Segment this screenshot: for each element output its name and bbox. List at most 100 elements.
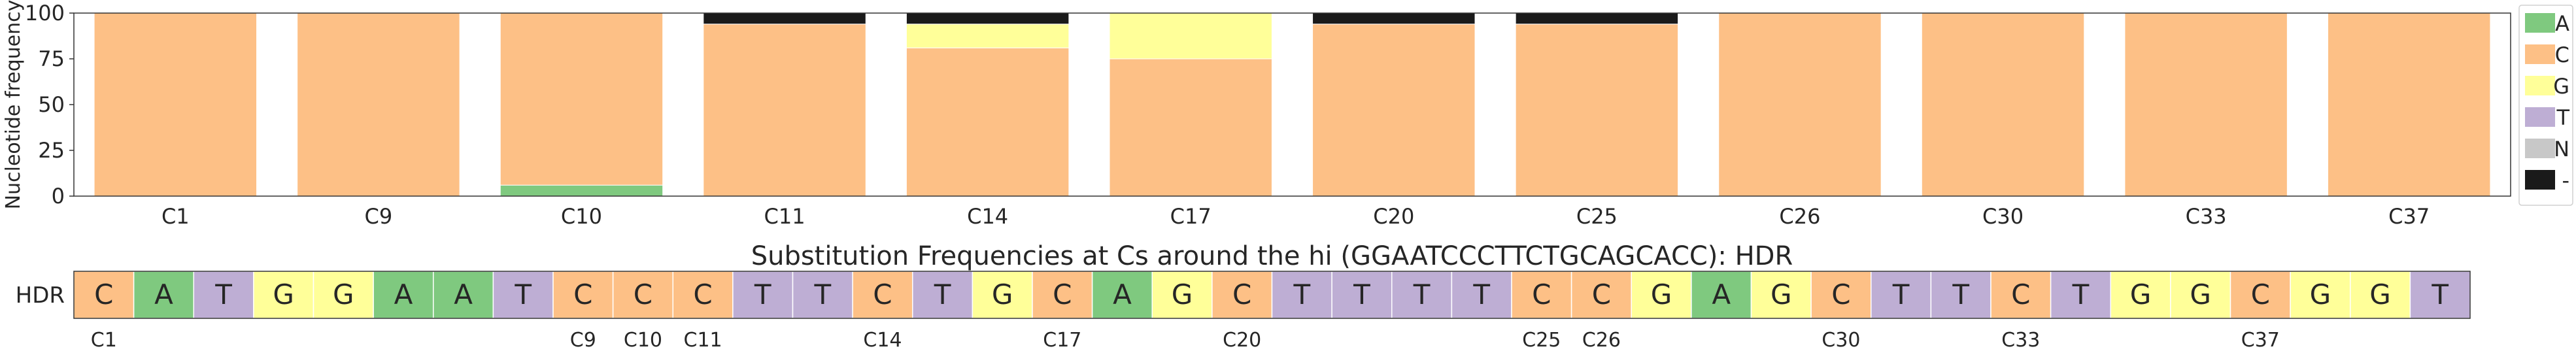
- x-tick-label: C25: [1576, 204, 1618, 229]
- sequence-cell-G: [2170, 271, 2231, 319]
- sequence-base-letter: T: [1472, 278, 1490, 311]
- bar-segment-C14-C: [906, 47, 1070, 197]
- x-tick-label: C33: [2186, 204, 2227, 229]
- sequence-base-letter: T: [1892, 278, 1910, 311]
- legend-label-gap: -: [2562, 168, 2569, 193]
- sequence-base-letter: G: [273, 278, 294, 311]
- sequence-base-letter: T: [214, 278, 232, 311]
- bar-segment-C10-A: [500, 184, 664, 197]
- sequence-cell-C: [672, 271, 734, 319]
- sequence-base-letter: G: [1651, 278, 1672, 311]
- position-label: C14: [863, 329, 902, 352]
- sequence-cell-T: [2050, 271, 2111, 319]
- bar-segment-C20-gap: [1312, 12, 1476, 25]
- sequence-cell-G: [2350, 271, 2411, 319]
- sequence-base-letter: A: [1113, 278, 1132, 311]
- position-label: C17: [1043, 329, 1081, 352]
- sequence-base-letter: T: [754, 278, 771, 311]
- bar-segment-C20-C: [1312, 24, 1476, 197]
- legend-swatch-gap: [2525, 170, 2555, 190]
- sequence-base-letter: G: [2130, 278, 2152, 311]
- sequence-base-letter: T: [813, 278, 831, 311]
- position-label: C20: [1223, 329, 1261, 352]
- sequence-cell-T: [912, 271, 974, 319]
- sequence-row-label: HDR: [16, 282, 65, 309]
- legend-swatch-T: [2525, 107, 2555, 127]
- x-tick-label: C1: [161, 204, 190, 229]
- sequence-base-letter: T: [1353, 278, 1370, 311]
- sequence-title: Substitution Frequencies at Cs around th…: [751, 241, 1793, 271]
- x-tick-label: C20: [1373, 204, 1414, 229]
- x-tick-label: C17: [1170, 204, 1212, 229]
- legend-label-A: A: [2555, 11, 2569, 36]
- x-tick-label: C9: [365, 204, 393, 229]
- sequence-cell-T: [792, 271, 853, 319]
- y-tick-label: 50: [38, 92, 65, 117]
- legend-swatch-G: [2525, 76, 2555, 95]
- sequence-base-letter: C: [693, 278, 712, 311]
- sequence-base-letter: C: [573, 278, 592, 311]
- position-label: C1: [91, 329, 117, 352]
- sequence-base-letter: T: [2072, 278, 2090, 311]
- sequence-cell-C: [852, 271, 913, 319]
- position-label: C37: [2241, 329, 2280, 352]
- sequence-base-letter: C: [2011, 278, 2030, 311]
- sequence-base-letter: T: [514, 278, 532, 311]
- sequence-cell-T: [1331, 271, 1393, 319]
- x-tick-label: C11: [764, 204, 805, 229]
- sequence-base-letter: G: [333, 278, 354, 311]
- y-tick-label: 75: [38, 46, 65, 71]
- sequence-cell-G: [1151, 271, 1213, 319]
- sequence-base-letter: G: [2310, 278, 2331, 311]
- sequence-cell-C: [1810, 271, 1872, 319]
- x-axis: C1 C9 C10 C11 C14 C17 C20 C25 C26 C30 C33 C37: [161, 204, 2430, 229]
- bar-segment-C37-C: [2327, 12, 2491, 197]
- sequence-base-letter: C: [1592, 278, 1611, 311]
- y-axis-label: Nucleotide frequency: [2, 0, 25, 209]
- y-tick-label: 100: [25, 1, 65, 25]
- sequence-base-letter: G: [2190, 278, 2211, 311]
- legend-label-N: N: [2554, 137, 2569, 161]
- legend-label-C: C: [2555, 42, 2569, 67]
- legend-label-G: G: [2553, 74, 2569, 99]
- sequence-base-letter: G: [1771, 278, 1792, 311]
- sequence-base-letter: G: [992, 278, 1013, 311]
- bar-segment-C11-C: [703, 24, 866, 197]
- sequence-base-letter: T: [1952, 278, 1969, 311]
- sequence-base-letter: A: [394, 278, 413, 311]
- stacked-bar-plot: [93, 12, 2491, 197]
- bar-segment-C1-C: [93, 12, 258, 197]
- sequence-base-letter: T: [1293, 278, 1310, 311]
- bar-segment-C14-G: [906, 24, 1070, 48]
- bar-segment-C14-gap: [906, 12, 1070, 25]
- sequence-base-letter: C: [94, 278, 113, 311]
- y-tick-label: 25: [38, 138, 65, 163]
- sequence-base-letter: C: [1232, 278, 1251, 311]
- sequence-heatmap: Substitution Frequencies at Cs around th…: [16, 241, 2471, 352]
- sequence-base-letter: C: [1532, 278, 1551, 311]
- position-label: C10: [624, 329, 662, 352]
- position-label: C9: [570, 329, 596, 352]
- sequence-cell-T: [1271, 271, 1332, 319]
- bar-segment-C17-C: [1109, 58, 1272, 197]
- bar-segment-C33-C: [2124, 12, 2288, 197]
- sequence-cell-T: [1391, 271, 1453, 319]
- position-label: C30: [1822, 329, 1860, 352]
- sequence-base-letter: C: [634, 278, 652, 311]
- x-tick-label: C10: [561, 204, 602, 229]
- position-label: C26: [1582, 329, 1621, 352]
- sequence-base-letter: A: [454, 278, 473, 311]
- sequence-cell-G: [253, 271, 314, 319]
- position-label: C33: [2001, 329, 2040, 352]
- x-tick-label: C37: [2388, 204, 2430, 229]
- sequence-cell-T: [732, 271, 794, 319]
- bar-segment-C9-C: [297, 12, 460, 197]
- sequence-base-letter: C: [1831, 278, 1850, 311]
- sequence-base-letter: T: [1413, 278, 1431, 311]
- sequence-cell-C: [1032, 271, 1093, 319]
- bar-segment-C17-G: [1109, 12, 1272, 59]
- sequence-cell-A: [373, 271, 434, 319]
- bar-segment-C25-gap: [1515, 12, 1679, 25]
